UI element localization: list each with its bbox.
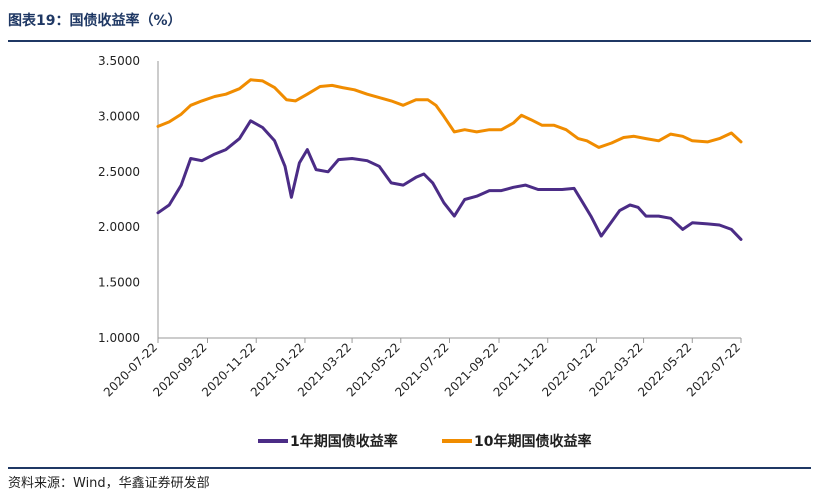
legend: 1年期国债收益率 10年期国债收益率 — [258, 433, 591, 450]
series-line-1y — [156, 119, 743, 241]
title-rule — [8, 40, 811, 42]
legend-label: 1年期国债收益率 — [290, 433, 398, 450]
y-tick-label: 1.0000 — [98, 331, 140, 345]
y-tick-label: 2.5000 — [98, 165, 140, 179]
series-line-10y — [156, 78, 743, 149]
chart-title: 图表19：国债收益率（%） — [8, 13, 182, 29]
y-tick-label: 3.5000 — [98, 54, 140, 68]
y-tick-label: 3.0000 — [98, 109, 140, 123]
legend-label: 10年期国债收益率 — [474, 433, 591, 450]
footer-rule — [8, 467, 811, 469]
y-axis: 1.0000 1.5000 2.0000 2.5000 3.0000 3.5000 — [98, 54, 159, 345]
series-layer — [156, 78, 743, 241]
y-tick-label: 1.5000 — [98, 276, 140, 290]
source-note: 资料来源：Wind，华鑫证券研发部 — [8, 476, 210, 491]
x-axis: 2020-07-222020-09-222020-11-222021-01-22… — [101, 337, 743, 399]
y-tick-label: 2.0000 — [98, 220, 140, 234]
